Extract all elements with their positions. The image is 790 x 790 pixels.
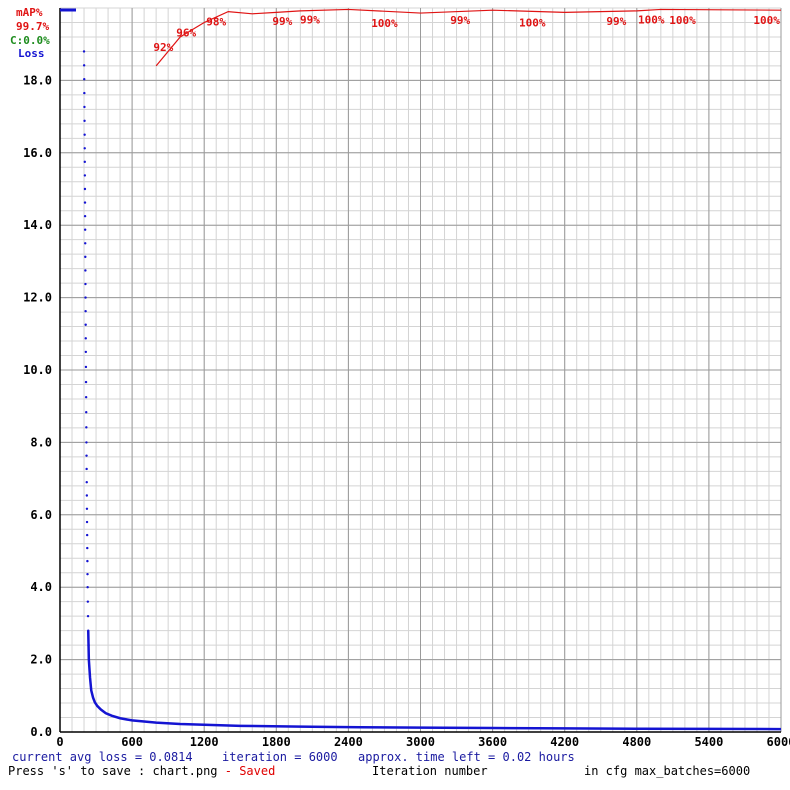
loss-point [84, 380, 88, 384]
loss-point [84, 323, 87, 326]
map-label: 100% [753, 14, 780, 27]
loss-point [85, 533, 89, 537]
x-tick-label: 1200 [190, 735, 219, 749]
x-tick-label: 2400 [334, 735, 363, 749]
map-label: 100% [669, 14, 696, 27]
loss-point [84, 337, 87, 340]
map-label: 99% [300, 13, 320, 26]
map-label: 100% [519, 16, 546, 29]
legend-loss-label: Loss [18, 47, 45, 60]
time-left-text: approx. time left = 0.02 hours [358, 750, 575, 764]
loss-line [86, 630, 782, 731]
y-tick-label: 2.0 [30, 653, 52, 667]
loss-point [83, 77, 86, 81]
y-tick-label: 10.0 [23, 363, 52, 377]
legend: mAP% 99.7% C:0.0% Loss [10, 6, 50, 60]
x-tick-label: 0 [56, 735, 63, 749]
save-hint: Press 's' to save : chart.png [8, 764, 218, 778]
map-series: 92%96% 98% 99% 99% 100% 99% 100% 99% 100% 100% 100… [153, 8, 782, 67]
loss-point [85, 411, 88, 414]
loss-point [86, 614, 90, 618]
loss-point [86, 586, 89, 589]
loss-point [85, 520, 89, 524]
y-tick-label: 12.0 [23, 291, 52, 305]
loss-point [84, 242, 87, 245]
loss-point [85, 454, 88, 457]
saved-status: - Saved [217, 764, 276, 778]
loss-point [83, 187, 87, 191]
map-label: 98% [206, 16, 226, 29]
loss-point [83, 147, 86, 150]
loss-point [84, 350, 88, 354]
loss-series [60, 8, 782, 731]
x-tick-label: 3000 [406, 735, 435, 749]
loss-point [83, 214, 87, 218]
legend-map-label: mAP% [16, 6, 43, 19]
loss-point [84, 309, 87, 313]
map-label: 100% [371, 17, 398, 30]
loss-point [86, 559, 89, 563]
loss-point [85, 426, 88, 429]
loss-point [84, 269, 87, 272]
map-label: 99% [272, 15, 292, 28]
y-tick-label: 18.0 [23, 73, 52, 87]
legend-c-label: C:0.0% [10, 34, 50, 47]
loss-point [84, 296, 87, 299]
loss-point [85, 507, 89, 510]
current-loss-text: current avg loss = 0.0814 [12, 750, 193, 764]
map-label: 99% [606, 15, 626, 28]
loss-point [84, 365, 88, 369]
iteration-text: iteration = 6000 [222, 750, 338, 764]
loss-point [86, 600, 90, 603]
loss-point [85, 481, 88, 484]
loss-point [83, 133, 86, 136]
x-tick-label: 4200 [550, 735, 579, 749]
loss-point [83, 105, 86, 109]
loss-point [84, 395, 88, 399]
map-label: 99% [450, 14, 470, 27]
map-label: 92% [153, 41, 173, 54]
map-line [155, 8, 782, 67]
loss-point [86, 572, 89, 576]
x-axis-label: Iteration number [372, 764, 488, 778]
y-tick-label: 4.0 [30, 580, 52, 594]
axes [59, 8, 781, 733]
y-tick-label: 8.0 [30, 435, 52, 449]
loss-point [85, 467, 88, 471]
x-tick-label: 4800 [622, 735, 651, 749]
y-tick-label: 16.0 [23, 146, 52, 160]
x-tick-label: 1800 [262, 735, 291, 749]
x-tick-labels: 0 600 1200 1800 2400 3000 3600 4200 4800 5400 6000 [56, 735, 790, 749]
legend-map-value: 99.7% [16, 20, 49, 33]
y-tick-label: 6.0 [30, 508, 52, 522]
loss-point [83, 119, 86, 123]
loss-point [84, 255, 87, 259]
save-hint-text: Press 's' to save : chart.png - Saved [8, 764, 275, 778]
loss-point [83, 91, 86, 95]
loss-point [85, 441, 88, 444]
loss-point [82, 50, 86, 53]
loss-point [83, 160, 86, 164]
y-tick-label: 0.0 [30, 725, 52, 739]
loss-point [83, 201, 87, 204]
loss-point [82, 64, 86, 67]
loss-point [85, 494, 89, 497]
map-label: 100% [638, 13, 665, 26]
map-label: 96% [176, 26, 196, 39]
x-tick-label: 600 [121, 735, 143, 749]
x-tick-label: 5400 [694, 735, 723, 749]
loss-point [83, 228, 87, 231]
x-tick-label: 6000 [767, 735, 790, 749]
loss-point [86, 546, 89, 550]
x-tick-label: 3600 [478, 735, 507, 749]
loss-point [84, 282, 87, 286]
y-tick-labels: 0.0 2.0 4.0 6.0 8.0 10.0 12.0 14.0 16.0 18.0 [23, 73, 52, 739]
loss-point [83, 174, 87, 177]
y-tick-label: 14.0 [23, 218, 52, 232]
max-batches-text: in cfg max_batches=6000 [584, 764, 751, 778]
